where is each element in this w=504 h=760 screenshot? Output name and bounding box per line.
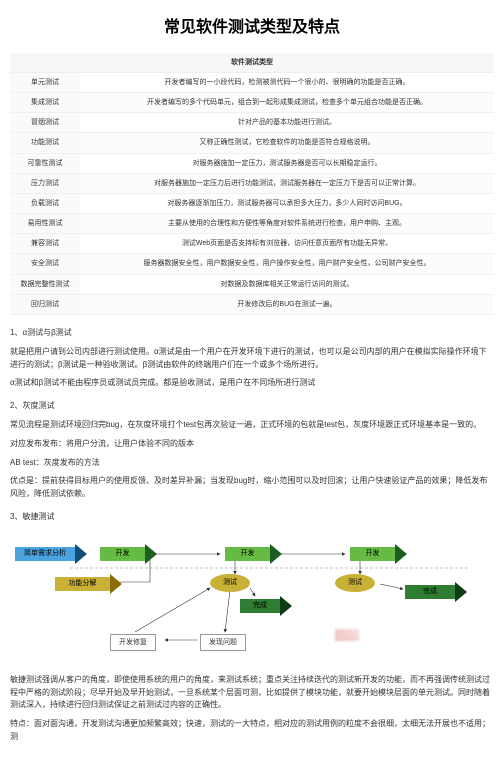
section-heading: 1、α测试与β测试 [10, 327, 494, 340]
arrow-test2: 测试 [335, 574, 375, 592]
arrow-dev3: 开发 [350, 544, 407, 564]
row-label: 安全测试 [10, 254, 80, 274]
arrow-dev1: 开发 [100, 544, 157, 564]
section-heading: 2、灰度测试 [10, 400, 494, 413]
table-row: 兼容测试测试Web页面是否支持标有浏览器，访问任意页面所有功能无异常。 [10, 234, 494, 254]
row-label: 功能测试 [10, 133, 80, 153]
table-row: 功能测试又称正确性测试，它检查软件的功能是否符合规格说明。 [10, 133, 494, 153]
paragraph: 常见流程是测试环境回归完bug，在灰度环境打个test包再次验证一遍，正式环境的… [10, 419, 494, 432]
table-row: 集成测试开发者编写的多个代码单元，组合到一起形成集成测试，检查多个单元组合功能是… [10, 92, 494, 112]
box-issue: 发现问题 [200, 634, 246, 651]
row-desc: 服务器数据安全性，用户数据安全性，用户操作安全性，用户财产安全性，公司财产安全性… [80, 254, 494, 274]
row-label: 冒烟测试 [10, 113, 80, 133]
row-desc: 针对产品的基本功能进行测试。 [80, 113, 494, 133]
arrow-done2: 完成 [405, 582, 467, 602]
paragraph: α测试和β测试不能由程序员或测试员完成。都是验收测试，是用户在不同场所进行测试 [10, 377, 494, 390]
row-desc: 主要从使用的合理性和方便性等角度对软件系统进行检查，用户申购、主观。 [80, 214, 494, 234]
table-row: 压力测试对服务器施加一定压力后进行功能测试，测试服务器在一定压力下是否可以正常计… [10, 173, 494, 193]
paragraph: AB test：灰度发布的方法 [10, 457, 494, 470]
table-row: 冒烟测试针对产品的基本功能进行测试。 [10, 113, 494, 133]
table-row: 负载测试对服务器逐渐加压力，测试服务器可以承担多大压力，多少人同时访问BUG。 [10, 193, 494, 213]
table-row: 单元测试开发者编写的一小段代码，检测被测代码一个很小的、很明确的功能是否正确。 [10, 72, 494, 92]
row-desc: 对服务器施加一定压力，测试服务器是否可以长期稳定运行。 [80, 153, 494, 173]
table-row: 可靠性测试对服务器施加一定压力，测试服务器是否可以长期稳定运行。 [10, 153, 494, 173]
table-row: 回归测试开发修改后的BUG在测试一遍。 [10, 294, 494, 314]
table-row: 易用性测试主要从使用的合理性和方便性等角度对软件系统进行检查，用户申购、主观。 [10, 214, 494, 234]
row-label: 单元测试 [10, 72, 80, 92]
footer-paragraph: 敏捷测试强调从客户的角度，即使使用系统的用户的角度，来测试系统；重点关注持续迭代… [10, 674, 494, 712]
box-fix: 开发修复 [110, 634, 156, 651]
row-desc: 开发修改后的BUG在测试一遍。 [80, 294, 494, 314]
row-label: 可靠性测试 [10, 153, 80, 173]
arrow-test1: 测试 [210, 574, 250, 592]
arrow-done1: 完成 [240, 596, 292, 616]
page-title: 常见软件测试类型及特点 [10, 15, 494, 41]
section-heading: 3、敏捷测试 [10, 511, 494, 524]
paragraph: 对应发布发布：将用户分流，让用户体验不同的版本 [10, 438, 494, 451]
table-row: 数据完整性测试对数据及数据库相关正常运行访问的测试。 [10, 274, 494, 294]
row-label: 易用性测试 [10, 214, 80, 234]
row-desc: 对服务器逐渐加压力，测试服务器可以承担多大压力，多少人同时访问BUG。 [80, 193, 494, 213]
row-label: 数据完整性测试 [10, 274, 80, 294]
paragraph: 就是把用户请到公司内部进行测试使用。α测试是由一个用户在开发环境下进行的测试，也… [10, 346, 494, 372]
agile-diagram: 简单需求分析开发开发开发功能分解测试测试完成完成 开发修复发现问题 [10, 534, 490, 664]
arrow-req: 简单需求分析 [15, 544, 87, 564]
footer-paragraph: 特点：面对面沟通，开发测试沟通更加频繁高效；快速，测试的一大特点，相对应的测试用… [10, 718, 494, 744]
row-label: 兼容测试 [10, 234, 80, 254]
arrow-func: 功能分解 [55, 574, 122, 594]
paragraph: 优点是：提前获得目标用户的使用反馈、及时差异补漏；当发现bug时，缩小范围可以及… [10, 475, 494, 501]
row-desc: 又称正确性测试，它检查软件的功能是否符合规格说明。 [80, 133, 494, 153]
row-desc: 开发者编写的一小段代码，检测被测代码一个很小的、很明确的功能是否正确。 [80, 72, 494, 92]
row-desc: 开发者编写的多个代码单元，组合到一起形成集成测试，检查多个单元组合功能是否正确。 [80, 92, 494, 112]
table-header: 软件测试类型 [10, 53, 494, 73]
blurred-element [335, 629, 359, 641]
arrow-dev2: 开发 [225, 544, 282, 564]
row-label: 负载测试 [10, 193, 80, 213]
row-desc: 对服务器施加一定压力后进行功能测试，测试服务器在一定压力下是否可以正常计算。 [80, 173, 494, 193]
test-type-table: 软件测试类型 单元测试开发者编写的一小段代码，检测被测代码一个很小的、很明确的功… [10, 53, 494, 315]
row-label: 压力测试 [10, 173, 80, 193]
row-label: 集成测试 [10, 92, 80, 112]
row-label: 回归测试 [10, 294, 80, 314]
row-desc: 对数据及数据库相关正常运行访问的测试。 [80, 274, 494, 294]
row-desc: 测试Web页面是否支持标有浏览器，访问任意页面所有功能无异常。 [80, 234, 494, 254]
table-row: 安全测试服务器数据安全性，用户数据安全性，用户操作安全性，用户财产安全性，公司财… [10, 254, 494, 274]
